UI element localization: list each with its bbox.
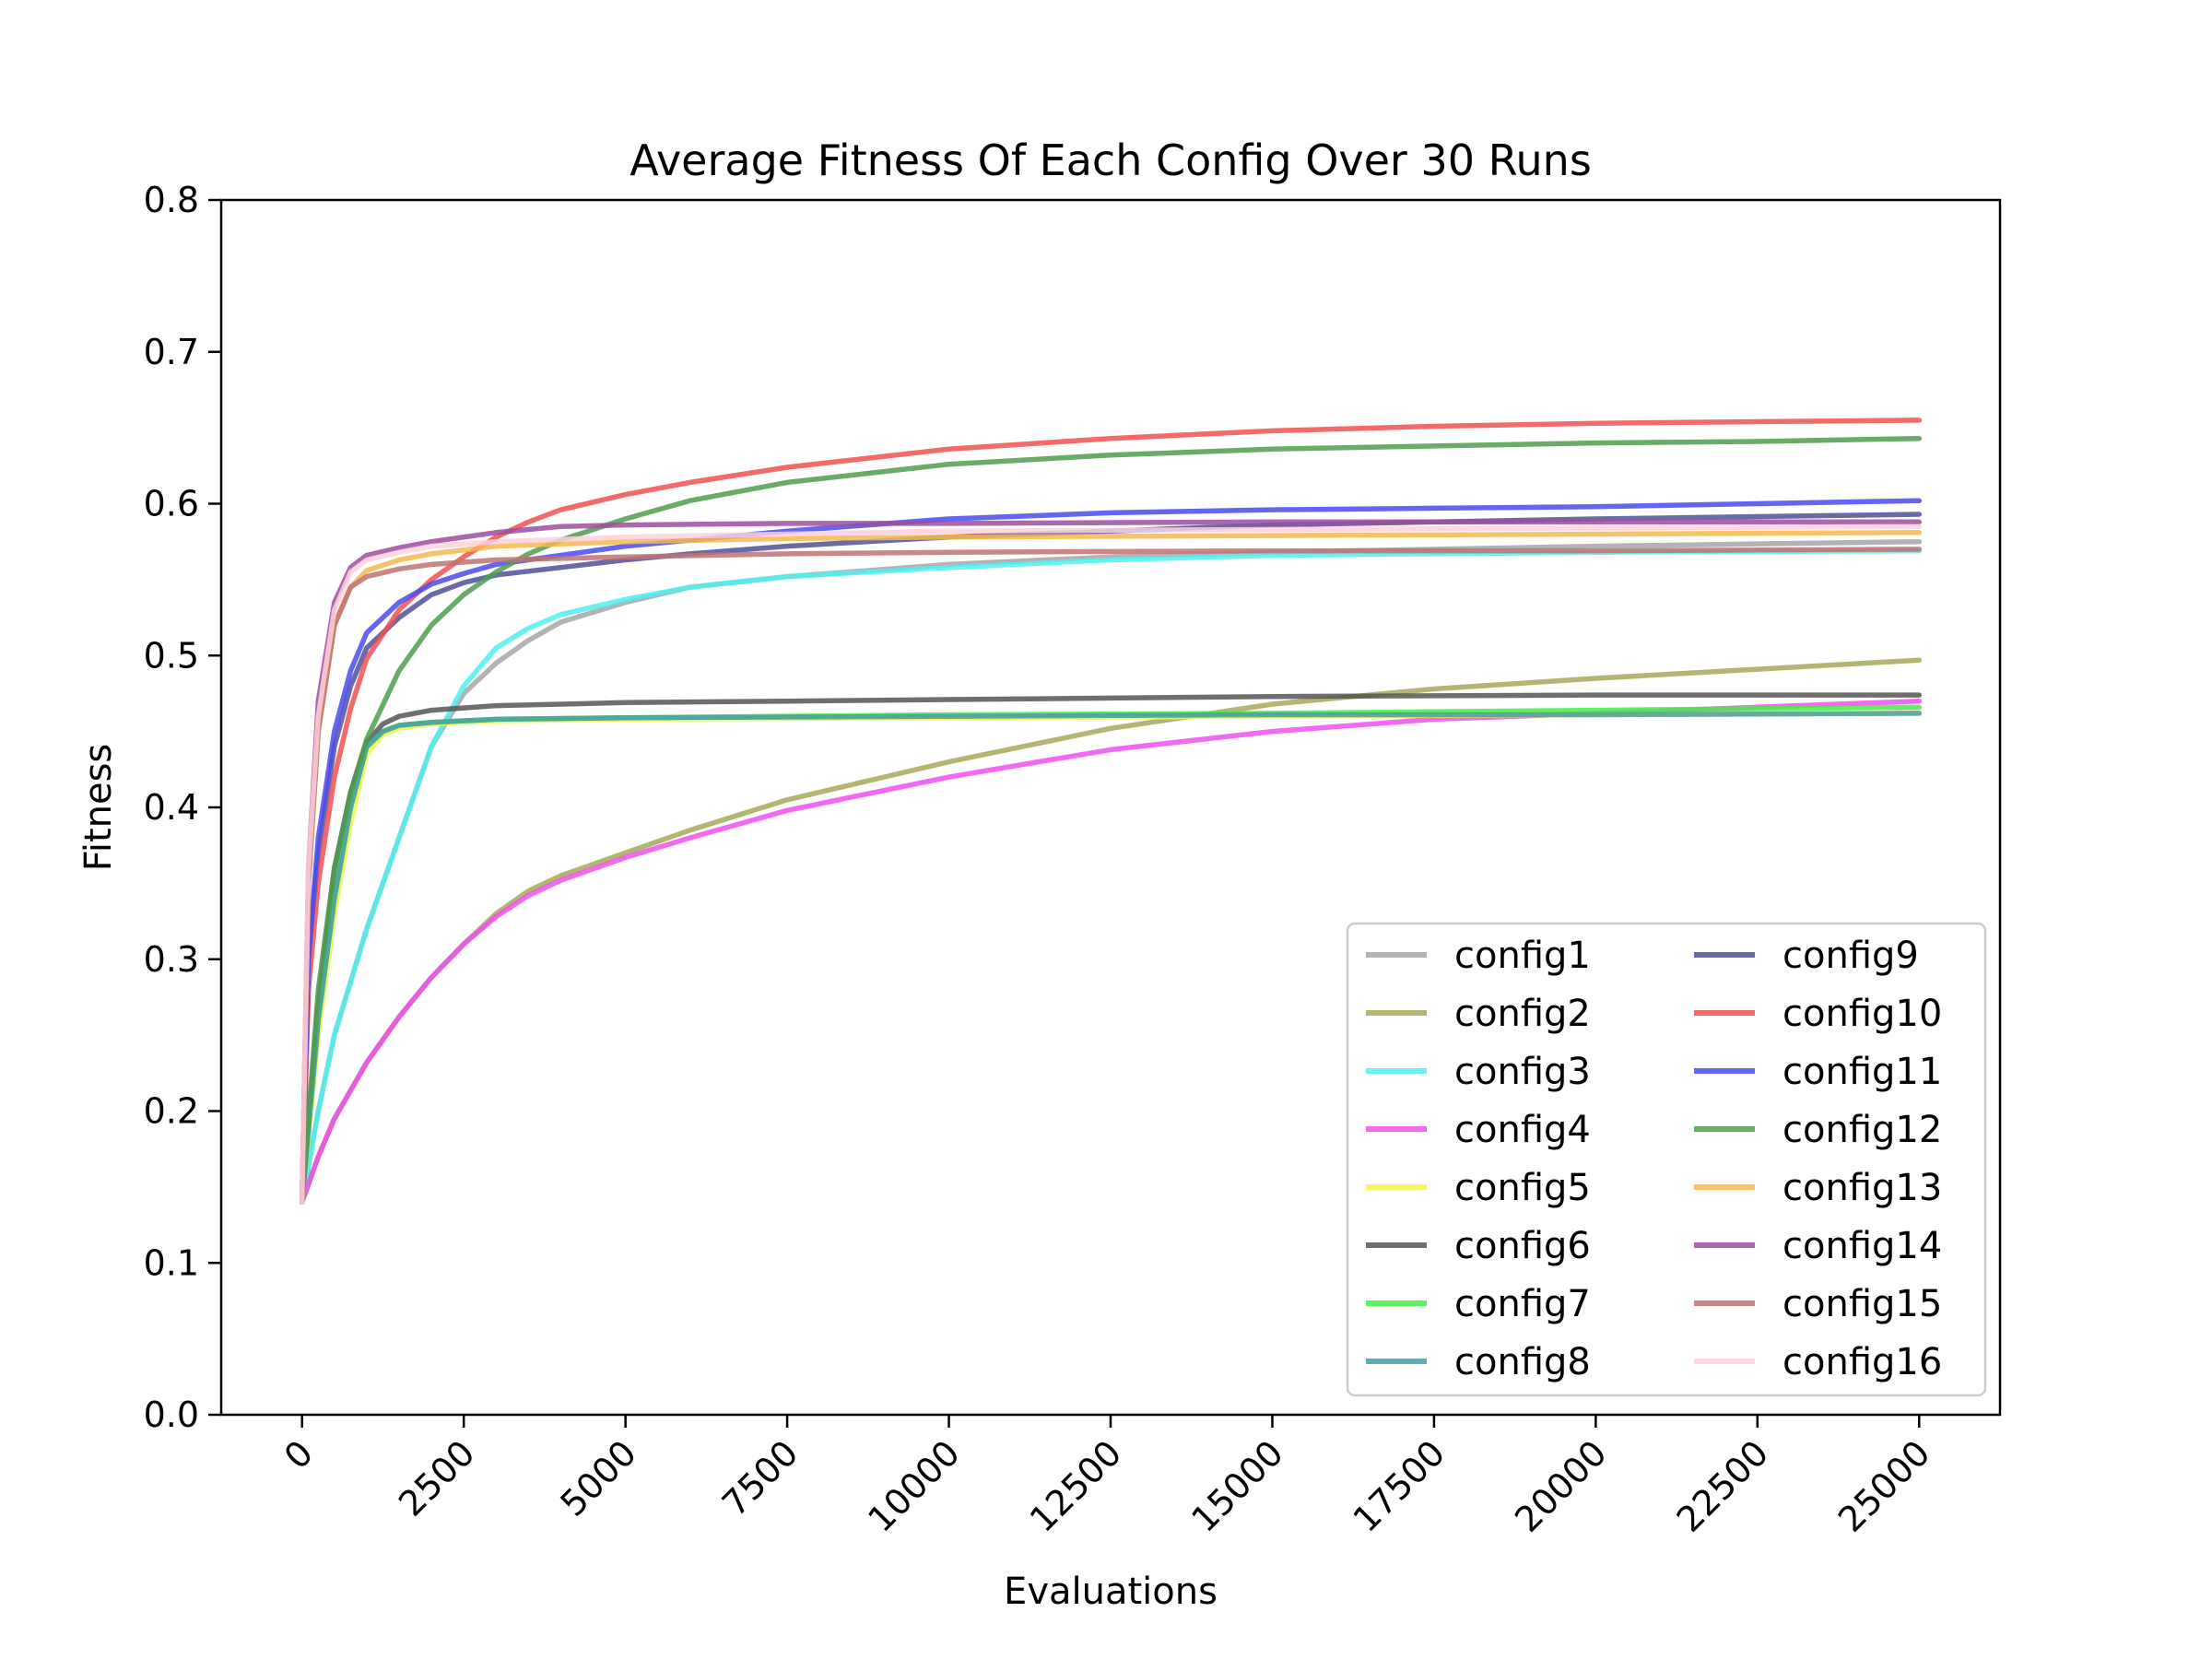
- y-tick-label: 0.0: [144, 1394, 199, 1435]
- y-tick-label: 0.7: [144, 332, 199, 372]
- y-axis: 0.0 0.1 0.2 0.3 0.4 0.5 0.6 0.7 0.8: [144, 180, 221, 1435]
- y-axis-label: Fitness: [77, 744, 120, 872]
- y-tick-label: 0.1: [144, 1242, 199, 1283]
- legend-label-config10: config10: [1783, 993, 1942, 1035]
- legend-label-config14: config14: [1783, 1225, 1942, 1267]
- y-tick-label: 0.5: [144, 635, 199, 676]
- x-axis-label: Evaluations: [1004, 1571, 1218, 1613]
- legend-label-config2: config2: [1454, 993, 1591, 1035]
- y-tick-label: 0.3: [144, 939, 199, 980]
- y-tick-label: 0.6: [144, 484, 199, 524]
- y-tick-label: 0.4: [144, 787, 199, 828]
- legend-box: [1346, 922, 1987, 1397]
- legend-label-config8: config8: [1454, 1341, 1591, 1383]
- series-line-config4: [299, 698, 1923, 1206]
- y-tick-label: 0.2: [144, 1091, 199, 1132]
- legend-label-config15: config15: [1783, 1283, 1942, 1325]
- legend-label-config16: config16: [1783, 1341, 1942, 1383]
- legend-label-config6: config6: [1454, 1225, 1591, 1267]
- chart-title: Average Fitness Of Each Config Over 30 R…: [629, 135, 1592, 185]
- legend-label-config12: config12: [1783, 1109, 1942, 1151]
- series-line-config8: [299, 711, 1923, 1206]
- legend-label-config1: config1: [1454, 935, 1591, 977]
- legend: config1 config2 config3 config4 config5 confi…: [1346, 922, 1987, 1397]
- legend-label-config4: config4: [1454, 1109, 1591, 1151]
- series-line-config16: [299, 524, 1923, 1206]
- legend-label-config9: config9: [1783, 935, 1919, 977]
- legend-label-config7: config7: [1454, 1283, 1591, 1325]
- legend-label-config5: config5: [1454, 1167, 1591, 1209]
- legend-label-config11: config11: [1783, 1051, 1942, 1093]
- plot-lines: [299, 418, 1923, 1206]
- y-tick-label: 0.8: [144, 180, 199, 220]
- series-line-config3: [299, 547, 1923, 1206]
- legend-label-config13: config13: [1783, 1167, 1942, 1209]
- series-line-config10: [299, 418, 1923, 1206]
- legend-label-config3: config3: [1454, 1051, 1591, 1093]
